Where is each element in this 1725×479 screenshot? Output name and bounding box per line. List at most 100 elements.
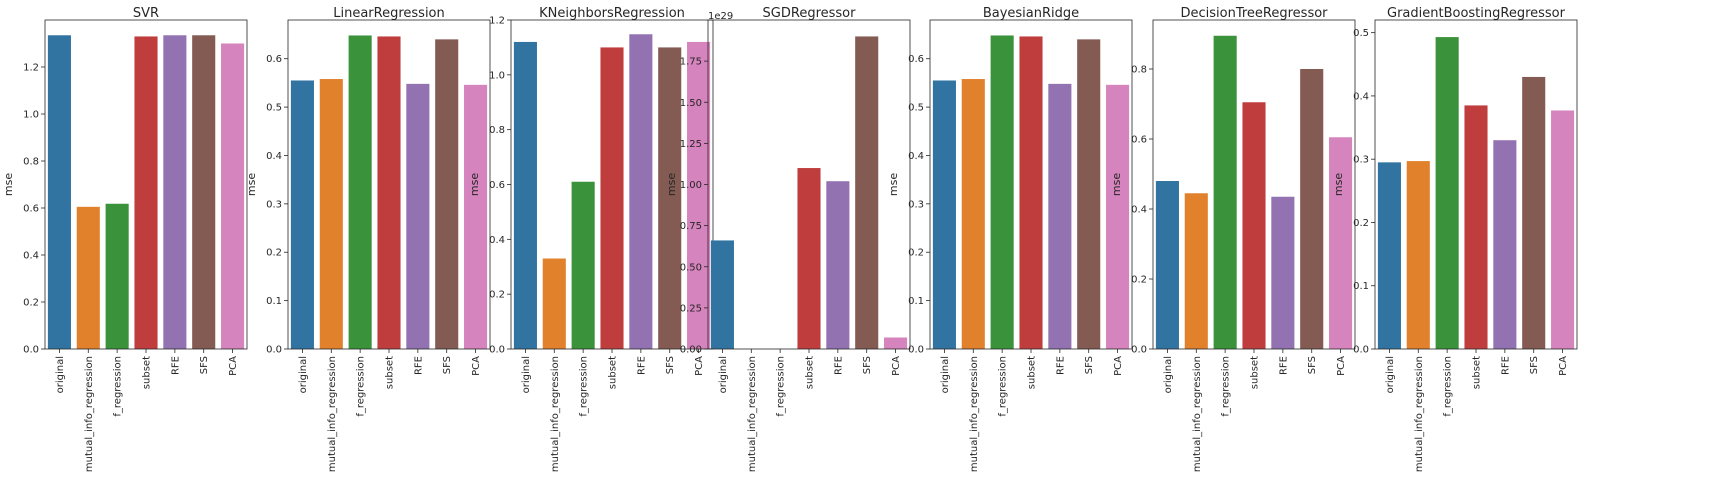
x-tick-label: SFS — [442, 356, 453, 374]
bar-rfe — [629, 34, 653, 350]
x-tick-label: SFS — [1529, 356, 1540, 374]
bar-mutual-info-regression — [961, 79, 985, 349]
x-tick-label: f_regression — [776, 356, 787, 417]
bar-sfs — [1077, 39, 1101, 350]
x-tick-label: f_regression — [579, 356, 590, 417]
bar-pca — [687, 41, 711, 349]
bar-original — [290, 80, 314, 350]
chart-title: GradientBoostingRegressor — [1387, 6, 1566, 21]
chart-panel-4: BayesianRidge mse 0.0 0.1 0.2 0.3 0.4 0.5 0.6 ori… — [887, 6, 1133, 472]
bar-subset — [797, 168, 821, 349]
bar-f-regression — [348, 35, 372, 349]
x-tick-label: SFS — [1084, 356, 1095, 374]
bar-f-regression — [1213, 35, 1237, 349]
x-tick-label: f_regression — [356, 356, 367, 417]
y-tick-label: 0.1 — [1353, 281, 1369, 292]
x-tick-label: f_regression — [1443, 356, 1454, 417]
bar-rfe — [1493, 140, 1517, 349]
y-tick-label: 1.0 — [23, 110, 39, 121]
y-tick-label: 0.75 — [680, 221, 702, 232]
bar-subset — [377, 36, 401, 349]
y-tick-label: 0.3 — [1353, 155, 1369, 166]
bar-original — [47, 35, 71, 350]
x-tick-label: SFS — [199, 356, 210, 374]
x-tick-label: mutual_info_regression — [969, 356, 980, 472]
y-tick-label: 0.3 — [266, 199, 282, 210]
bar-mutual-info-regression — [542, 258, 566, 349]
bar-rfe — [1271, 196, 1295, 349]
y-axis-label: mse — [1332, 173, 1345, 196]
x-tick-label: f_regression — [998, 356, 1009, 417]
chart-title: KNeighborsRegression — [539, 6, 685, 21]
bar-original — [1155, 181, 1179, 349]
x-tick-label: subset — [1250, 356, 1261, 389]
x-tick-label: PCA — [694, 356, 705, 376]
y-tick-label: 0.2 — [23, 298, 39, 309]
y-axis-label: mse — [468, 173, 481, 196]
x-tick-label: subset — [385, 356, 396, 389]
bar-f-regression — [1435, 37, 1459, 349]
y-axis-label: mse — [665, 173, 678, 196]
x-tick-label: mutual_info_regression — [550, 356, 561, 472]
chart-panel-5: DecisionTreeRegressor mse 0.0 0.2 0.4 0.6 0.8 o… — [1110, 6, 1356, 472]
bar-f-regression — [105, 203, 129, 349]
bar-f-regression — [571, 181, 595, 349]
x-tick-label: PCA — [1336, 356, 1347, 376]
y-tick-label: 0.1 — [908, 296, 924, 307]
x-tick-label: subset — [1472, 356, 1483, 389]
bar-rfe — [163, 35, 187, 350]
y-tick-label: 1.0 — [489, 70, 505, 81]
y-tick-label: 0.25 — [680, 303, 702, 314]
y-tick-label: 0.2 — [489, 290, 505, 301]
y-axis-label: mse — [887, 173, 900, 196]
bar-subset — [1019, 36, 1043, 349]
x-tick-label: original — [298, 356, 309, 393]
y-axis-label: mse — [245, 173, 258, 196]
x-tick-label: RFE — [833, 356, 844, 375]
y-tick-label: 0.8 — [489, 125, 505, 136]
y-tick-label: 0.4 — [266, 151, 282, 162]
bar-subset — [134, 36, 158, 349]
x-tick-label: original — [940, 356, 951, 393]
chart-title: SVR — [133, 6, 159, 21]
y-tick-label: 0.4 — [908, 151, 924, 162]
y-axis-label: mse — [2, 173, 15, 196]
x-tick-label: mutual_info_regression — [747, 356, 758, 472]
bar-sfs — [1522, 76, 1546, 349]
x-tick-label: original — [521, 356, 532, 393]
bar-original — [710, 240, 734, 349]
plot-frame — [510, 19, 714, 350]
x-tick-label: PCA — [1558, 356, 1569, 376]
y-tick-label: 0.2 — [908, 248, 924, 259]
y-tick-label: 0.0 — [1131, 345, 1147, 356]
x-tick-label: mutual_info_regression — [84, 356, 95, 472]
x-tick-label: subset — [1027, 356, 1038, 389]
x-tick-label: RFE — [1278, 356, 1289, 375]
bar-sfs — [855, 36, 879, 349]
plot-frame — [287, 19, 491, 350]
chart-title: SGDRegressor — [763, 6, 857, 21]
x-tick-label: RFE — [636, 356, 647, 375]
x-tick-label: original — [1163, 356, 1174, 393]
chart-panel-6: GradientBoostingRegressor mse 0.0 0.1 0.2 0.3… — [1332, 6, 1578, 472]
x-tick-label: RFE — [170, 356, 181, 375]
chart-panel-1: LinearRegression mse 0.0 0.1 0.2 0.3 0.4 0.5 0.6… — [245, 6, 491, 472]
bar-mutual-info-regression — [1184, 193, 1208, 349]
x-tick-label: mutual_info_regression — [1192, 356, 1203, 472]
bar-subset — [1464, 105, 1488, 350]
plot-frame — [929, 19, 1133, 350]
chart-panel-2: KNeighborsRegression mse 0.0 0.2 0.4 0.6 0.8 1.… — [468, 6, 714, 472]
bar-pca — [884, 337, 908, 349]
y-tick-label: 0.2 — [266, 248, 282, 259]
x-tick-label: f_regression — [113, 356, 124, 417]
y-tick-label: 0.6 — [266, 54, 282, 65]
plot-frame — [707, 19, 911, 350]
y-tick-label: 0.3 — [908, 199, 924, 210]
chart-panel-0: SVR mse 0.0 0.2 0.4 0.6 0.8 1.0 1.2 original mutua… — [2, 6, 248, 472]
y-tick-label: 0.5 — [1353, 28, 1369, 39]
bar-subset — [600, 47, 624, 350]
y-tick-label: 0.6 — [1131, 135, 1147, 146]
bar-pca — [464, 84, 488, 350]
y-tick-label: 0.2 — [1131, 275, 1147, 286]
